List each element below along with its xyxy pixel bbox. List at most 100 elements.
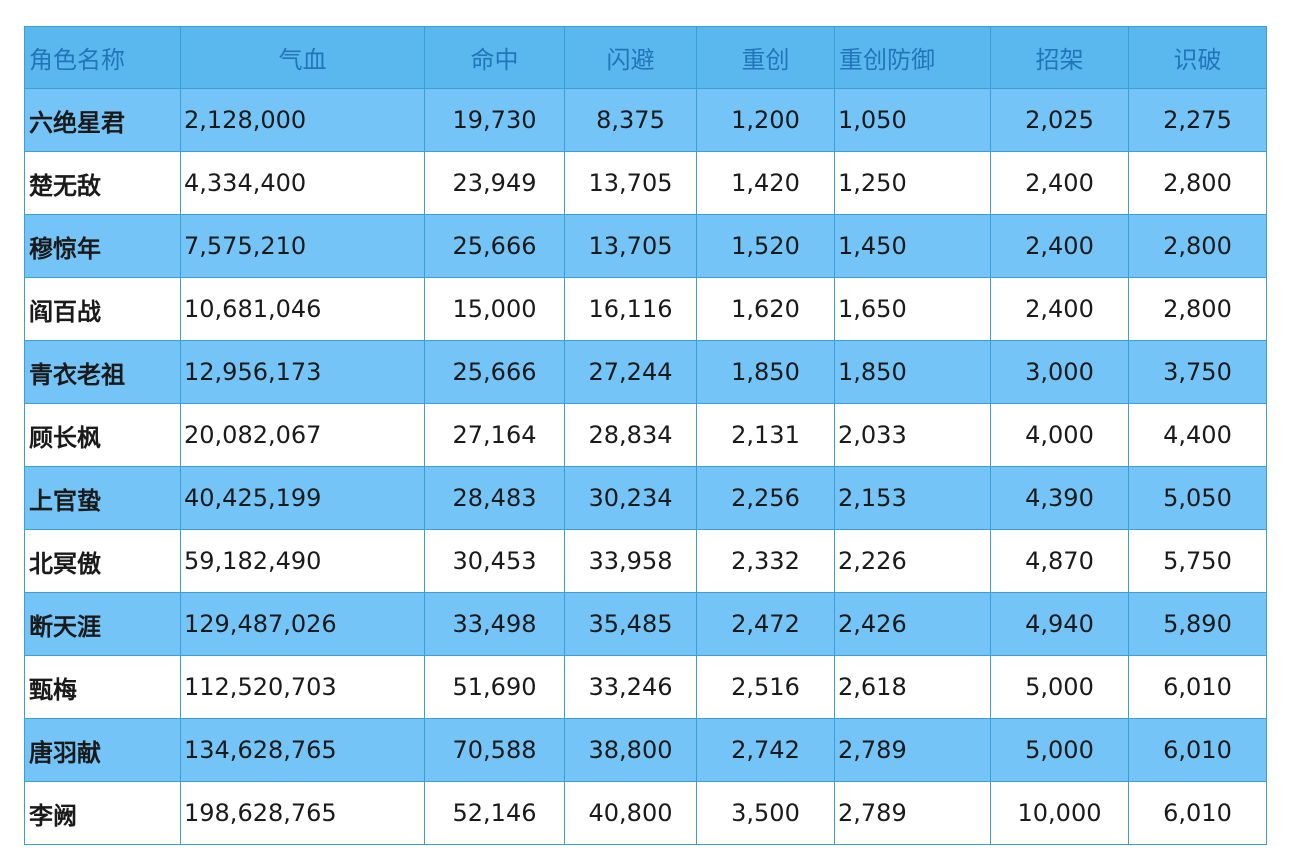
cell-insight: 6,010 bbox=[1128, 718, 1267, 782]
header-crit-defense: 重创防御 bbox=[834, 26, 991, 89]
cell-hp: 2,128,000 bbox=[180, 88, 425, 152]
cell-crit-defense: 1,250 bbox=[834, 151, 991, 215]
cell-crit: 2,131 bbox=[696, 403, 835, 467]
cell-crit-defense: 2,226 bbox=[834, 529, 991, 593]
cell-crit: 1,620 bbox=[696, 277, 835, 341]
cell-insight: 4,400 bbox=[1128, 403, 1267, 467]
cell-dodge: 30,234 bbox=[564, 466, 697, 530]
cell-character-name: 上官蛰 bbox=[24, 466, 181, 530]
cell-parry: 2,400 bbox=[990, 151, 1129, 215]
cell-dodge: 13,705 bbox=[564, 151, 697, 215]
table-row: 楚无敌 4,334,400 23,949 13,705 1,420 1,250 … bbox=[24, 151, 1267, 215]
cell-hit: 51,690 bbox=[424, 655, 565, 719]
header-row: 角色名称 气血 命中 闪避 重创 重创防御 招架 识破 bbox=[24, 26, 1267, 89]
cell-dodge: 8,375 bbox=[564, 88, 697, 152]
cell-dodge: 13,705 bbox=[564, 214, 697, 278]
table-row: 顾长枫 20,082,067 27,164 28,834 2,131 2,033… bbox=[24, 403, 1267, 467]
cell-character-name: 断天涯 bbox=[24, 592, 181, 656]
cell-crit-defense: 2,033 bbox=[834, 403, 991, 467]
cell-crit: 2,472 bbox=[696, 592, 835, 656]
cell-hp: 198,628,765 bbox=[180, 781, 425, 845]
cell-parry: 2,400 bbox=[990, 214, 1129, 278]
cell-hit: 70,588 bbox=[424, 718, 565, 782]
cell-crit: 1,850 bbox=[696, 340, 835, 404]
cell-dodge: 27,244 bbox=[564, 340, 697, 404]
cell-hit: 15,000 bbox=[424, 277, 565, 341]
cell-hp: 20,082,067 bbox=[180, 403, 425, 467]
cell-hp: 4,334,400 bbox=[180, 151, 425, 215]
table-row: 断天涯 129,487,026 33,498 35,485 2,472 2,42… bbox=[24, 592, 1267, 656]
cell-hit: 23,949 bbox=[424, 151, 565, 215]
cell-hp: 10,681,046 bbox=[180, 277, 425, 341]
cell-character-name: 顾长枫 bbox=[24, 403, 181, 467]
cell-crit: 1,200 bbox=[696, 88, 835, 152]
cell-parry: 2,400 bbox=[990, 277, 1129, 341]
header-hp: 气血 bbox=[180, 26, 425, 89]
cell-hp: 134,628,765 bbox=[180, 718, 425, 782]
cell-hit: 25,666 bbox=[424, 340, 565, 404]
cell-character-name: 六绝星君 bbox=[24, 88, 181, 152]
cell-hit: 25,666 bbox=[424, 214, 565, 278]
cell-insight: 3,750 bbox=[1128, 340, 1267, 404]
cell-insight: 2,800 bbox=[1128, 151, 1267, 215]
cell-crit-defense: 2,789 bbox=[834, 718, 991, 782]
header-hit: 命中 bbox=[424, 26, 565, 89]
cell-dodge: 35,485 bbox=[564, 592, 697, 656]
cell-crit: 2,332 bbox=[696, 529, 835, 593]
cell-hp: 12,956,173 bbox=[180, 340, 425, 404]
cell-hp: 129,487,026 bbox=[180, 592, 425, 656]
cell-dodge: 16,116 bbox=[564, 277, 697, 341]
table-row: 李阙 198,628,765 52,146 40,800 3,500 2,789… bbox=[24, 781, 1267, 845]
cell-hit: 27,164 bbox=[424, 403, 565, 467]
cell-parry: 10,000 bbox=[990, 781, 1129, 845]
cell-parry: 2,025 bbox=[990, 88, 1129, 152]
cell-parry: 5,000 bbox=[990, 718, 1129, 782]
cell-dodge: 40,800 bbox=[564, 781, 697, 845]
cell-character-name: 李阙 bbox=[24, 781, 181, 845]
header-dodge: 闪避 bbox=[564, 26, 697, 89]
cell-insight: 5,750 bbox=[1128, 529, 1267, 593]
cell-insight: 6,010 bbox=[1128, 655, 1267, 719]
cell-character-name: 唐羽献 bbox=[24, 718, 181, 782]
cell-parry: 4,870 bbox=[990, 529, 1129, 593]
header-character-name: 角色名称 bbox=[24, 26, 181, 89]
cell-parry: 3,000 bbox=[990, 340, 1129, 404]
cell-character-name: 甄梅 bbox=[24, 655, 181, 719]
cell-crit-defense: 2,426 bbox=[834, 592, 991, 656]
cell-crit-defense: 1,850 bbox=[834, 340, 991, 404]
cell-hit: 33,498 bbox=[424, 592, 565, 656]
cell-crit-defense: 1,450 bbox=[834, 214, 991, 278]
table-row: 六绝星君 2,128,000 19,730 8,375 1,200 1,050 … bbox=[24, 88, 1267, 152]
table-row: 青衣老祖 12,956,173 25,666 27,244 1,850 1,85… bbox=[24, 340, 1267, 404]
table-row: 北冥傲 59,182,490 30,453 33,958 2,332 2,226… bbox=[24, 529, 1267, 593]
table-body: 六绝星君 2,128,000 19,730 8,375 1,200 1,050 … bbox=[24, 88, 1267, 845]
cell-insight: 2,275 bbox=[1128, 88, 1267, 152]
cell-hit: 19,730 bbox=[424, 88, 565, 152]
table-row: 唐羽献 134,628,765 70,588 38,800 2,742 2,78… bbox=[24, 718, 1267, 782]
cell-dodge: 33,246 bbox=[564, 655, 697, 719]
cell-crit: 3,500 bbox=[696, 781, 835, 845]
cell-crit: 2,516 bbox=[696, 655, 835, 719]
cell-character-name: 阎百战 bbox=[24, 277, 181, 341]
character-stats-table-container: 角色名称 气血 命中 闪避 重创 重创防御 招架 识破 六绝星君 2,128,0… bbox=[24, 26, 1267, 845]
cell-insight: 2,800 bbox=[1128, 214, 1267, 278]
cell-dodge: 33,958 bbox=[564, 529, 697, 593]
cell-crit: 1,420 bbox=[696, 151, 835, 215]
cell-crit: 2,742 bbox=[696, 718, 835, 782]
cell-dodge: 28,834 bbox=[564, 403, 697, 467]
header-parry: 招架 bbox=[990, 26, 1129, 89]
cell-dodge: 38,800 bbox=[564, 718, 697, 782]
table-header: 角色名称 气血 命中 闪避 重创 重创防御 招架 识破 bbox=[24, 26, 1267, 89]
cell-parry: 4,940 bbox=[990, 592, 1129, 656]
cell-parry: 5,000 bbox=[990, 655, 1129, 719]
cell-crit-defense: 1,650 bbox=[834, 277, 991, 341]
cell-hit: 30,453 bbox=[424, 529, 565, 593]
cell-hp: 112,520,703 bbox=[180, 655, 425, 719]
cell-insight: 6,010 bbox=[1128, 781, 1267, 845]
cell-crit-defense: 2,789 bbox=[834, 781, 991, 845]
character-stats-table: 角色名称 气血 命中 闪避 重创 重创防御 招架 识破 六绝星君 2,128,0… bbox=[24, 26, 1267, 845]
cell-crit-defense: 2,153 bbox=[834, 466, 991, 530]
cell-crit-defense: 2,618 bbox=[834, 655, 991, 719]
cell-parry: 4,390 bbox=[990, 466, 1129, 530]
cell-insight: 5,890 bbox=[1128, 592, 1267, 656]
